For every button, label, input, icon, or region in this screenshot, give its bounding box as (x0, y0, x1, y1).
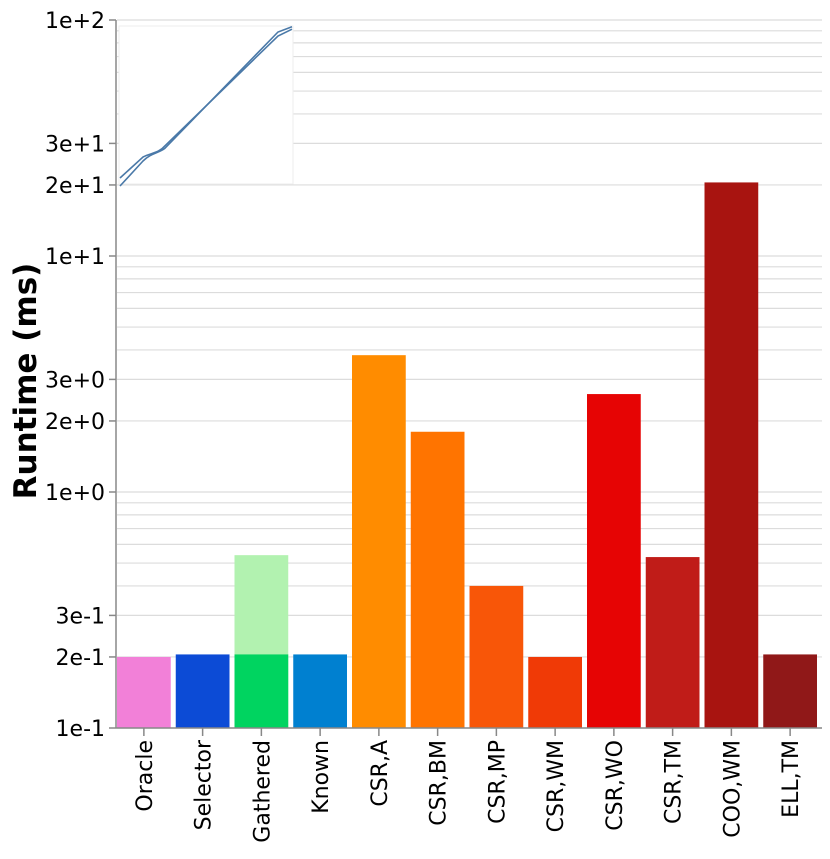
bar-coo-wm (704, 182, 759, 728)
y-tick-label: 1e+2 (45, 9, 105, 34)
inset-diagonal-line (119, 28, 293, 179)
sparsity-inset (118, 25, 294, 187)
y-tick-label: 2e+0 (45, 410, 105, 435)
bar-selector (175, 654, 230, 728)
x-tick-label: CSR,MP (485, 740, 510, 824)
bar-csr-mp (469, 585, 524, 728)
bar-ell-tm (763, 654, 817, 728)
bar-csr-tm (645, 557, 700, 728)
x-tick-label: CSR,TM (662, 740, 687, 824)
bar-csr-wo (587, 394, 641, 728)
y-tick-label: 1e+1 (45, 245, 105, 270)
x-tick-label: CSR,A (368, 740, 393, 807)
x-tick-label: Selector (192, 739, 217, 830)
x-tick-label: COO,WM (720, 740, 745, 838)
y-tick-label: 1e-1 (56, 717, 105, 742)
y-tick-label: 3e+1 (45, 132, 105, 157)
x-tick-label: CSR,BM (427, 740, 452, 826)
bar-csr-bm (410, 431, 465, 728)
bar-gathered (234, 654, 289, 728)
bars (117, 182, 817, 728)
x-tick-label: CSR,WM (544, 740, 569, 832)
x-tick-label: Gathered (250, 740, 275, 843)
bar-csr-wm (528, 656, 582, 728)
y-tick-label: 1e+0 (45, 481, 105, 506)
y-tick-label: 2e+1 (45, 174, 105, 199)
x-tick-labels: Oracle Selector Gathered Known CSR,A CSR,BM CS… (133, 728, 804, 843)
x-tick-label: CSR,WO (603, 740, 628, 831)
inset-diagonal-line (119, 26, 293, 187)
y-tick-label: 2e-1 (56, 646, 105, 671)
y-tick-label: 3e-1 (56, 604, 105, 629)
x-tick-label: ELL,TM (779, 740, 804, 818)
y-tick-labels: 1e-1 2e-1 3e-1 1e+0 2e+0 3e+0 1e+1 2e+1 3e+1 1e+2 (45, 9, 116, 742)
bar-oracle (117, 656, 171, 728)
axes (115, 20, 822, 729)
y-tick-label: 3e+0 (45, 368, 105, 393)
x-tick-label: Oracle (133, 740, 158, 812)
y-axis-title: Runtime (ms) (8, 263, 44, 500)
bar-known (293, 654, 347, 728)
x-tick-label: Known (309, 740, 334, 814)
bar-csr-a (352, 355, 406, 728)
